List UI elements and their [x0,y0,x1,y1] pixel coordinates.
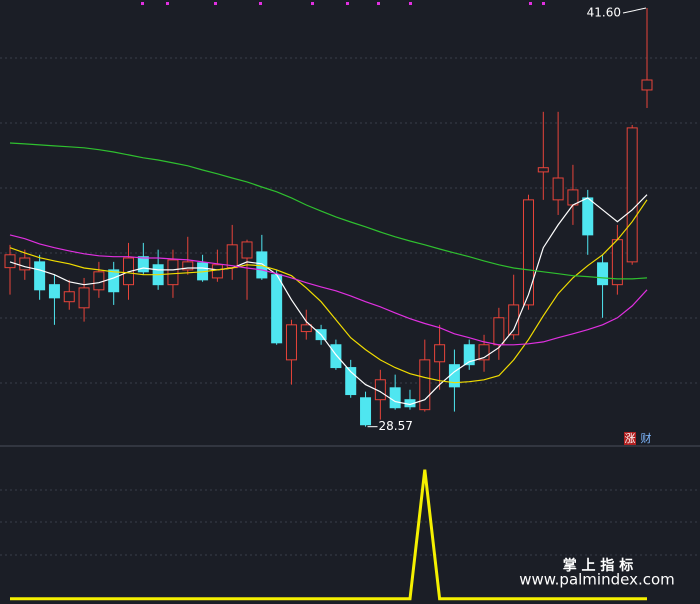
candle-body [611,239,623,286]
ma-line [9,234,648,346]
candle-body [34,261,46,291]
candle-body [389,387,401,409]
candle-body [463,344,475,366]
signal-dot [141,2,144,5]
candle-body [597,262,609,286]
candle-body [167,259,179,286]
candle-body [522,199,534,306]
candle-body [300,324,312,333]
candle-body [478,344,490,361]
candle-body [419,359,431,411]
signal-dot [529,2,532,5]
annotation: 41.60 [587,6,621,20]
indicator-line [10,469,647,601]
candle-body [360,397,372,426]
ma-line [9,199,648,384]
candle-body [626,127,638,263]
signal-dot [259,2,262,5]
signal-dot [377,2,380,5]
candle-body [93,271,105,291]
candle-body [19,257,31,271]
ma-line [9,142,648,280]
candle-body [48,284,60,299]
candle-body [330,344,342,369]
candle-body [271,274,283,344]
candle-body [241,241,253,259]
candle-body [434,344,446,363]
candle-body [137,256,149,273]
signal-dot [311,2,314,5]
candle-body [641,79,653,91]
watermark-title: 掌 上 指 标 [563,557,634,574]
candle-body [4,254,16,269]
candle-body [63,291,75,303]
badge: 财 [641,431,652,445]
badge-box [624,432,636,445]
watermark-url: www.palmindex.com [519,571,675,589]
candle-body [508,304,520,336]
candle-body [582,197,594,236]
signal-dot [166,2,169,5]
annotation: 28.57 [379,419,413,433]
candle-body [182,261,194,271]
badge: 涨 [625,432,636,445]
candle-body [493,317,505,346]
candle-body [345,367,357,396]
signal-dot [542,2,545,5]
annotation-arrow [622,7,647,14]
candle-body [552,177,564,201]
candle-body [537,167,549,173]
candle-body [78,287,90,309]
candle-body [285,324,297,361]
signal-dots [141,2,545,5]
candle-body [211,264,223,279]
candle-body [108,269,120,293]
candles [4,8,653,427]
candle-body [226,244,238,269]
signal-dot [346,2,349,5]
signal-dot [214,2,217,5]
candle-body [448,364,460,388]
grid [0,57,700,556]
signal-dot [409,2,412,5]
ma-line [9,194,648,406]
